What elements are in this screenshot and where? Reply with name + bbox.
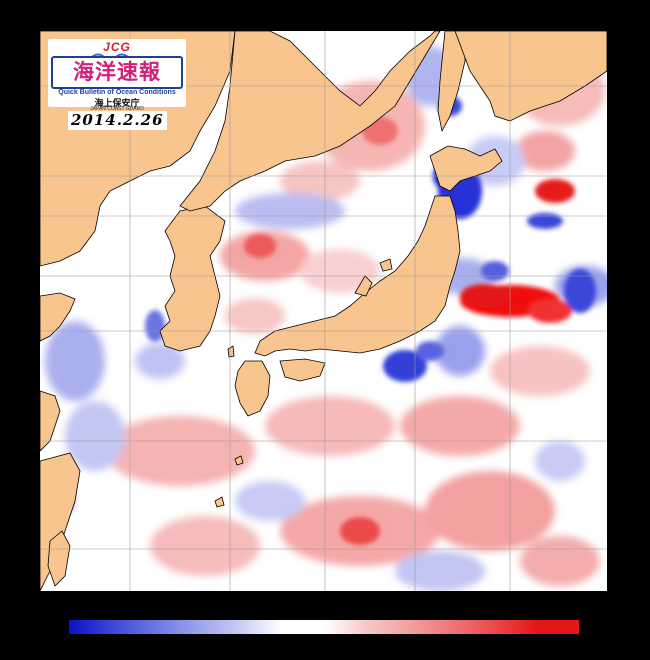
sakhalin-primorye <box>179 31 441 212</box>
logo-agency-english: JAPAN COAST GUARD <box>90 106 144 112</box>
hokkaido <box>429 145 503 192</box>
colorbar-segment <box>196 620 240 634</box>
noto-peninsula <box>354 275 373 297</box>
colorbar-segment <box>451 620 495 634</box>
kamchatka <box>454 31 607 122</box>
sea-temperature-anomaly-map: JCG 海洋速報 Quick Bulletin of Ocean Conditi… <box>40 31 607 591</box>
logo-brand: JCG <box>103 40 131 54</box>
tsushima-island <box>227 345 235 358</box>
colorbar-segment <box>154 620 197 634</box>
colorbar-segment <box>281 620 325 634</box>
logo-title: 海洋速報 <box>51 56 183 89</box>
shikoku <box>279 358 326 382</box>
date-label: 2014.2.26 <box>68 111 167 130</box>
map-canvas <box>40 31 607 591</box>
china-coast <box>40 292 76 342</box>
jcg-logo: JCG 海洋速報 Quick Bulletin of Ocean Conditi… <box>48 39 186 112</box>
kyushu <box>234 360 271 417</box>
china-southeast-coast <box>40 390 61 452</box>
colorbar-segment <box>324 620 367 634</box>
sado-island <box>379 258 393 272</box>
colorbar-segment <box>239 620 282 634</box>
colorbar-segment <box>494 620 537 634</box>
colorbar-segment <box>69 620 112 634</box>
korean-peninsula <box>159 205 226 352</box>
color-scale-bar <box>69 620 579 634</box>
logo-agency: 海上保安庁 <box>94 99 140 109</box>
okinawa-island <box>214 496 225 508</box>
amami-island <box>234 455 244 466</box>
colorbar-segment <box>409 620 452 634</box>
taiwan-island <box>47 530 71 587</box>
logo-subtitle: Quick Bulletin of Ocean Conditions <box>58 89 176 96</box>
colorbar-segment <box>536 620 579 634</box>
colorbar-segment <box>366 620 410 634</box>
colorbar-segment <box>111 620 155 634</box>
